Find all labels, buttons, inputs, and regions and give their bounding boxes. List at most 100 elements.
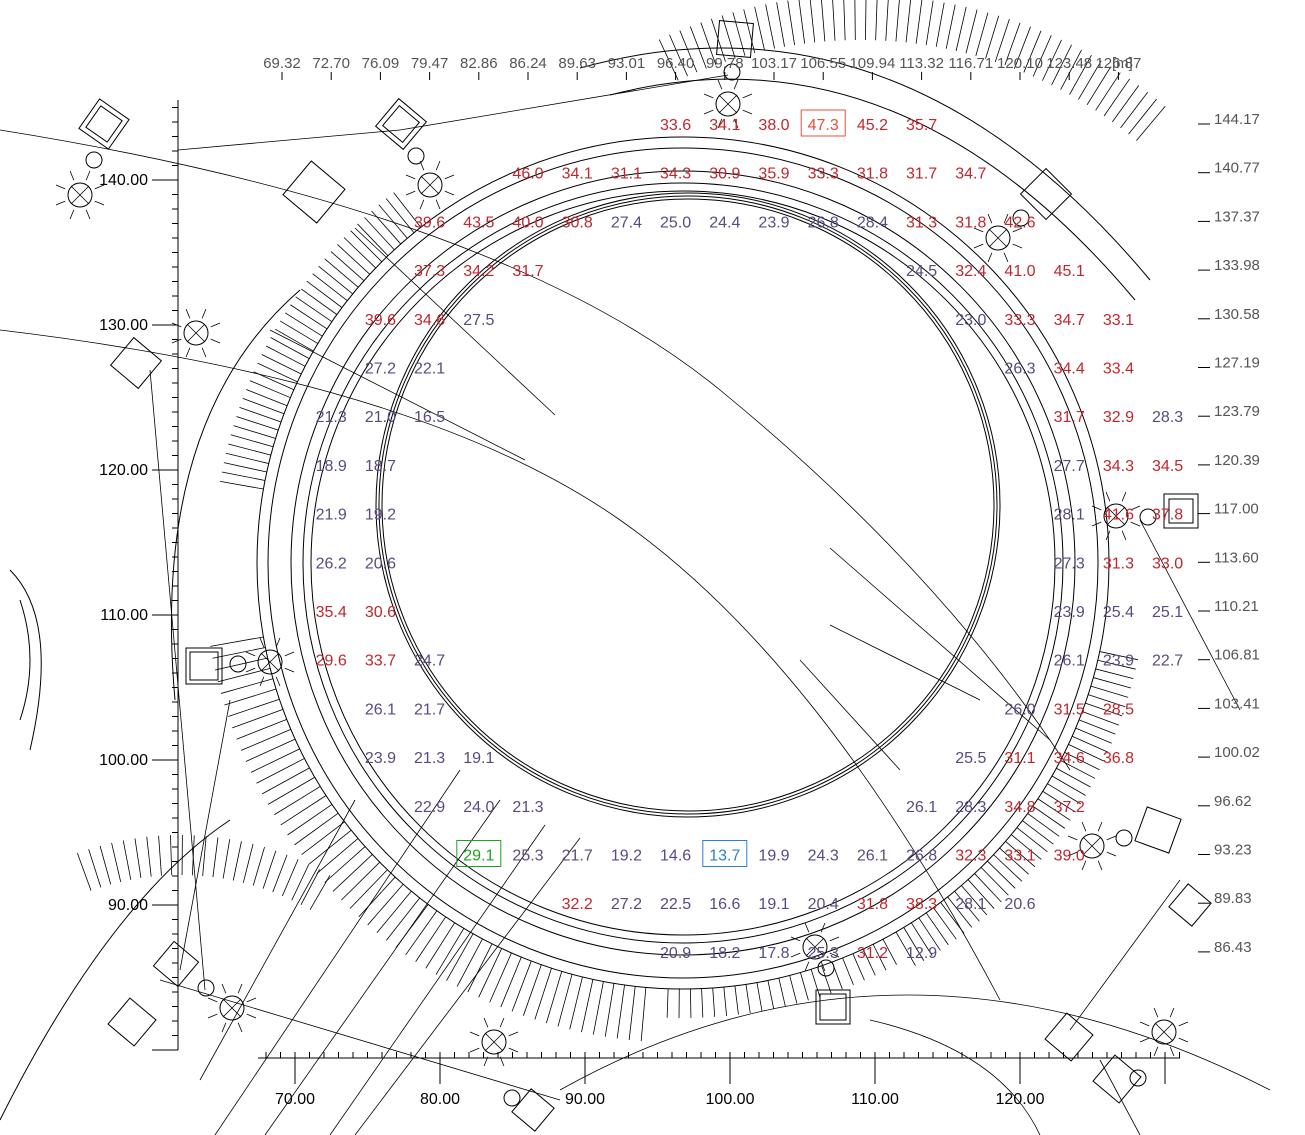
top-axis-label: 82.86: [460, 55, 498, 72]
illuminance-value: 29.1: [463, 848, 494, 865]
pole-markers: [85, 63, 1157, 1107]
illuminance-value: 41.0: [1004, 263, 1035, 280]
illuminance-value: 20.6: [365, 555, 396, 572]
top-axis-label: 120.10: [997, 55, 1043, 72]
illuminance-value: 28.1: [1054, 507, 1085, 524]
illuminance-value: 25.3: [808, 945, 839, 962]
top-axis-label: 126.87: [1095, 55, 1141, 72]
illuminance-value: 33.1: [1103, 312, 1134, 329]
illuminance-value: 24.0: [463, 799, 494, 816]
illuminance-value: 22.1: [414, 361, 445, 378]
illuminance-value: 27.4: [611, 214, 642, 231]
illuminance-value: 34.1: [709, 117, 740, 134]
top-axis-label: 113.32: [899, 55, 944, 72]
illuminance-value: 30.9: [709, 166, 740, 183]
illuminance-value: 27.2: [365, 361, 396, 378]
right-axis-label: 123.79: [1214, 403, 1260, 420]
illuminance-value: 26.1: [365, 701, 396, 718]
right-axis-label: 93.23: [1214, 842, 1252, 859]
illuminance-value: 20.9: [660, 945, 691, 962]
illuminance-value: 23.9: [365, 750, 396, 767]
illuminance-value: 34.6: [1054, 750, 1085, 767]
illuminance-value: 23.9: [1054, 604, 1085, 621]
top-axis-label: 89.63: [558, 55, 596, 72]
bottom-axis: 70.00 80.00 90.00 100.00 110.00 120.00: [258, 1052, 1180, 1108]
illuminance-value: 30.8: [562, 214, 593, 231]
illuminance-value: 23.9: [1103, 653, 1134, 670]
illuminance-value: 28.5: [1103, 701, 1134, 718]
illuminance-value: 32.3: [955, 848, 986, 865]
right-axis-label: 106.81: [1214, 647, 1260, 664]
illuminance-value: 14.6: [660, 848, 691, 865]
illuminance-value: 33.4: [1103, 361, 1134, 378]
luminaires: [55, 79, 1189, 1067]
illuminance-value: 45.2: [857, 117, 888, 134]
illuminance-value: 40.0: [512, 214, 543, 231]
illuminance-value: 25.3: [512, 848, 543, 865]
left-axis: 140.00 130.00 120.00 110.00 100.00 90.00: [99, 100, 179, 1051]
pole-boxes: [78, 20, 1212, 1132]
illuminance-value: 47.3: [808, 117, 839, 134]
right-axis-label: 127.19: [1214, 355, 1260, 372]
illuminance-value: 17.8: [758, 945, 789, 962]
top-axis-label: 106.55: [800, 55, 846, 72]
top-axis-label: 86.24: [509, 55, 547, 72]
illuminance-value: 16.6: [709, 896, 740, 913]
illuminance-value: 27.3: [1054, 555, 1085, 572]
illuminance-value: 36.8: [1103, 750, 1134, 767]
illuminance-value: 22.5: [660, 896, 691, 913]
left-axis-label: 130.00: [99, 317, 148, 334]
illuminance-value: 21.7: [414, 701, 445, 718]
illuminance-value: 19.1: [463, 750, 494, 767]
hatch-bands: [77, 0, 1166, 1042]
illuminance-value: 31.7: [906, 166, 937, 183]
illuminance-value: 45.1: [1054, 263, 1085, 280]
illuminance-value: 41.6: [1103, 507, 1134, 524]
illuminance-grid: 33.6 34.1 38.0 47.3 45.2 35.7 46.0 34.1 31.1 34.3…: [316, 109, 1183, 962]
right-axis-label: 113.60: [1214, 549, 1259, 566]
illuminance-value: 21.3: [316, 409, 347, 426]
illuminance-value: 19.2: [365, 507, 396, 524]
bottom-axis-label: 70.00: [275, 1091, 315, 1108]
illuminance-value: 23.9: [758, 214, 789, 231]
top-axis-label: 93.01: [608, 55, 646, 72]
right-axis-label: 86.43: [1214, 939, 1252, 956]
illuminance-value: 37.2: [1054, 799, 1085, 816]
illuminance-value: 24.4: [709, 214, 740, 231]
illuminance-value: 27.2: [611, 896, 642, 913]
illuminance-value: 31.5: [1054, 701, 1085, 718]
top-axis-label: 99.78: [706, 55, 744, 72]
illuminance-value: 33.7: [365, 653, 396, 670]
illuminance-value: 31.1: [1004, 750, 1035, 767]
illuminance-value: 20.4: [808, 896, 839, 913]
illuminance-value: 13.7: [709, 848, 740, 865]
illuminance-value: 20.6: [1004, 896, 1035, 913]
illuminance-value: 32.4: [955, 263, 986, 280]
illuminance-value: 31.3: [906, 214, 937, 231]
illuminance-value: 32.9: [1103, 409, 1134, 426]
illuminance-value: 21.3: [512, 799, 543, 816]
illuminance-value: 34.8: [1004, 799, 1035, 816]
illuminance-value: 28.4: [857, 214, 888, 231]
illuminance-value: 31.8: [955, 214, 986, 231]
illuminance-value: 39.6: [414, 214, 445, 231]
highlight-box: [456, 840, 502, 867]
illuminance-value: 26.8: [906, 848, 937, 865]
top-axis-label: 116.71: [948, 55, 993, 72]
illuminance-value: 32.2: [562, 896, 593, 913]
illuminance-value: 19.2: [611, 848, 642, 865]
top-axis-label: 69.32: [263, 55, 301, 72]
illuminance-value: 28.3: [1152, 409, 1183, 426]
illuminance-value: 27.7: [1054, 458, 1085, 475]
illuminance-value: 25.5: [955, 750, 986, 767]
right-axis-label: 110.21: [1214, 598, 1259, 615]
highlight-box: [800, 109, 846, 137]
right-axis-label: 144.17: [1214, 111, 1260, 128]
bottom-axis-label: 110.00: [851, 1091, 899, 1108]
illuminance-value: 24.7: [414, 653, 445, 670]
illuminance-value: 21.0: [365, 409, 396, 426]
illuminance-value: 28.3: [955, 799, 986, 816]
illuminance-value: 26.1: [1054, 653, 1085, 670]
illuminance-value: 31.3: [1103, 555, 1134, 572]
